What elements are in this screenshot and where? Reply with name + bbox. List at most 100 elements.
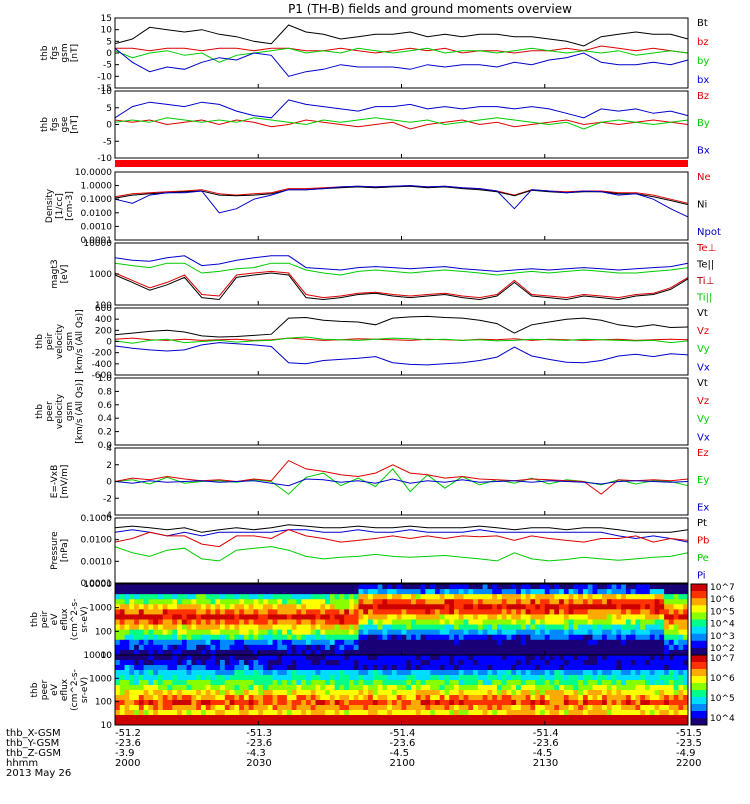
spectrogram-cell bbox=[525, 715, 531, 721]
spectrogram-cell bbox=[148, 670, 154, 676]
spectrogram-cell bbox=[167, 695, 173, 701]
spectrogram-cell bbox=[668, 609, 675, 615]
spectrogram-cell bbox=[664, 639, 670, 646]
y-label-line: [mV/m] bbox=[60, 465, 70, 499]
spectrogram-cell bbox=[606, 655, 612, 661]
spectrogram-cell bbox=[554, 660, 560, 666]
spectrogram-cell bbox=[582, 589, 589, 595]
spectrogram-cell bbox=[497, 639, 503, 646]
spectrogram-cell bbox=[673, 624, 679, 631]
spectrogram-cell bbox=[430, 629, 436, 636]
spectrogram-cell bbox=[272, 619, 278, 625]
spectrogram-cell bbox=[368, 639, 374, 646]
spectrogram-cell bbox=[382, 680, 388, 686]
spectrogram-cell bbox=[368, 619, 374, 625]
spectrogram-cell bbox=[348, 644, 355, 651]
spectrogram-cell bbox=[286, 690, 293, 696]
spectrogram-cell bbox=[673, 705, 679, 711]
spectrogram-cell bbox=[539, 629, 546, 636]
spectrogram-cell bbox=[616, 675, 622, 681]
spectrogram-cell bbox=[454, 700, 460, 706]
spectrogram-cell bbox=[434, 599, 441, 605]
spectrogram-cell bbox=[430, 680, 436, 686]
colorbar-segment bbox=[691, 612, 707, 620]
spectrogram-cell bbox=[415, 695, 421, 701]
spectrogram-cell bbox=[143, 700, 149, 706]
spectrogram-cell bbox=[406, 705, 412, 711]
ephemeris-value: -51.4 bbox=[390, 728, 416, 739]
spectrogram-cell bbox=[348, 680, 355, 686]
spectrogram-cell bbox=[578, 710, 584, 716]
spectrogram-cell bbox=[306, 690, 312, 696]
spectrogram-cell bbox=[396, 665, 402, 671]
y-axis-label: Density [1/cc] [cm-3] bbox=[45, 188, 75, 223]
spectrogram-cell bbox=[329, 695, 336, 701]
spectrogram-cell bbox=[396, 614, 402, 620]
spectrogram-cell bbox=[434, 624, 441, 631]
spectrogram-cell bbox=[215, 660, 221, 666]
spectrogram-cell bbox=[148, 649, 154, 656]
spectrogram-cell bbox=[181, 604, 188, 610]
spectrogram-cell bbox=[181, 614, 188, 620]
spectrogram-cell bbox=[153, 705, 159, 711]
spectrogram-cell bbox=[191, 584, 197, 590]
spectrogram-cell bbox=[258, 685, 264, 691]
spectrogram-cell bbox=[186, 660, 192, 666]
spectrogram-cell bbox=[454, 594, 460, 600]
spectrogram-cell bbox=[582, 584, 589, 590]
spectrogram-cell bbox=[344, 644, 350, 651]
spectrogram-cell bbox=[411, 685, 417, 691]
spectrogram-cell bbox=[358, 655, 364, 661]
spectrogram-cell bbox=[664, 624, 670, 631]
spectrogram-cell bbox=[134, 680, 140, 686]
spectrogram-cell bbox=[406, 680, 412, 686]
spectrogram-cell bbox=[372, 705, 379, 711]
spectrogram-cell bbox=[430, 695, 436, 701]
spectrogram-cell bbox=[177, 695, 183, 701]
spectrogram-cell bbox=[177, 619, 183, 625]
spectrogram-cell bbox=[396, 680, 402, 686]
spectrogram-cell bbox=[506, 609, 512, 615]
spectrogram-cell bbox=[602, 584, 608, 590]
spectrogram-cell bbox=[449, 599, 455, 605]
spectrogram-cell bbox=[344, 634, 350, 641]
spectrogram-cell bbox=[544, 649, 550, 656]
spectrogram-cell bbox=[668, 604, 675, 610]
spectrogram-cell bbox=[138, 695, 145, 701]
spectrogram-cell bbox=[181, 700, 188, 706]
spectrogram-cell bbox=[220, 720, 226, 726]
spectrogram-cell bbox=[234, 599, 240, 605]
spectrogram-cell bbox=[625, 690, 632, 696]
spectrogram-cell bbox=[143, 655, 149, 661]
spectrogram-cell bbox=[501, 594, 507, 600]
spectrogram-cell bbox=[177, 720, 183, 726]
spectrogram-cell bbox=[516, 720, 522, 726]
spectrogram-cell bbox=[449, 619, 455, 625]
y-label-line: Pressure bbox=[50, 531, 60, 570]
spectrogram-cell bbox=[582, 644, 589, 651]
spectrogram-cell bbox=[482, 720, 488, 726]
spectrogram-cell bbox=[468, 624, 474, 631]
spectrogram-cell bbox=[482, 715, 488, 721]
spectrogram-cell bbox=[525, 624, 531, 631]
spectrogram-cell bbox=[119, 639, 125, 646]
spectrogram-cell bbox=[501, 690, 507, 696]
spectrogram-cell bbox=[253, 710, 259, 716]
spectrogram-cell bbox=[148, 619, 154, 625]
spectrogram-cell bbox=[415, 619, 421, 625]
spectrogram-cell bbox=[320, 680, 326, 686]
spectrogram-cell bbox=[167, 720, 173, 726]
spectrogram-cell bbox=[444, 715, 450, 721]
spectrogram-cell bbox=[377, 639, 383, 646]
spectrogram-cell bbox=[172, 700, 178, 706]
spectrogram-cell bbox=[239, 655, 245, 661]
spectrogram-cell bbox=[377, 584, 383, 590]
spectrogram-cell bbox=[196, 690, 202, 696]
spectrogram-cell bbox=[363, 624, 369, 631]
spectrogram-cell bbox=[473, 589, 479, 595]
spectrogram-cell bbox=[434, 690, 441, 696]
spectrogram-cell bbox=[172, 644, 178, 651]
spectrogram-cell bbox=[263, 634, 269, 641]
spectrogram-cell bbox=[348, 609, 355, 615]
spectrogram-cell bbox=[563, 619, 570, 625]
